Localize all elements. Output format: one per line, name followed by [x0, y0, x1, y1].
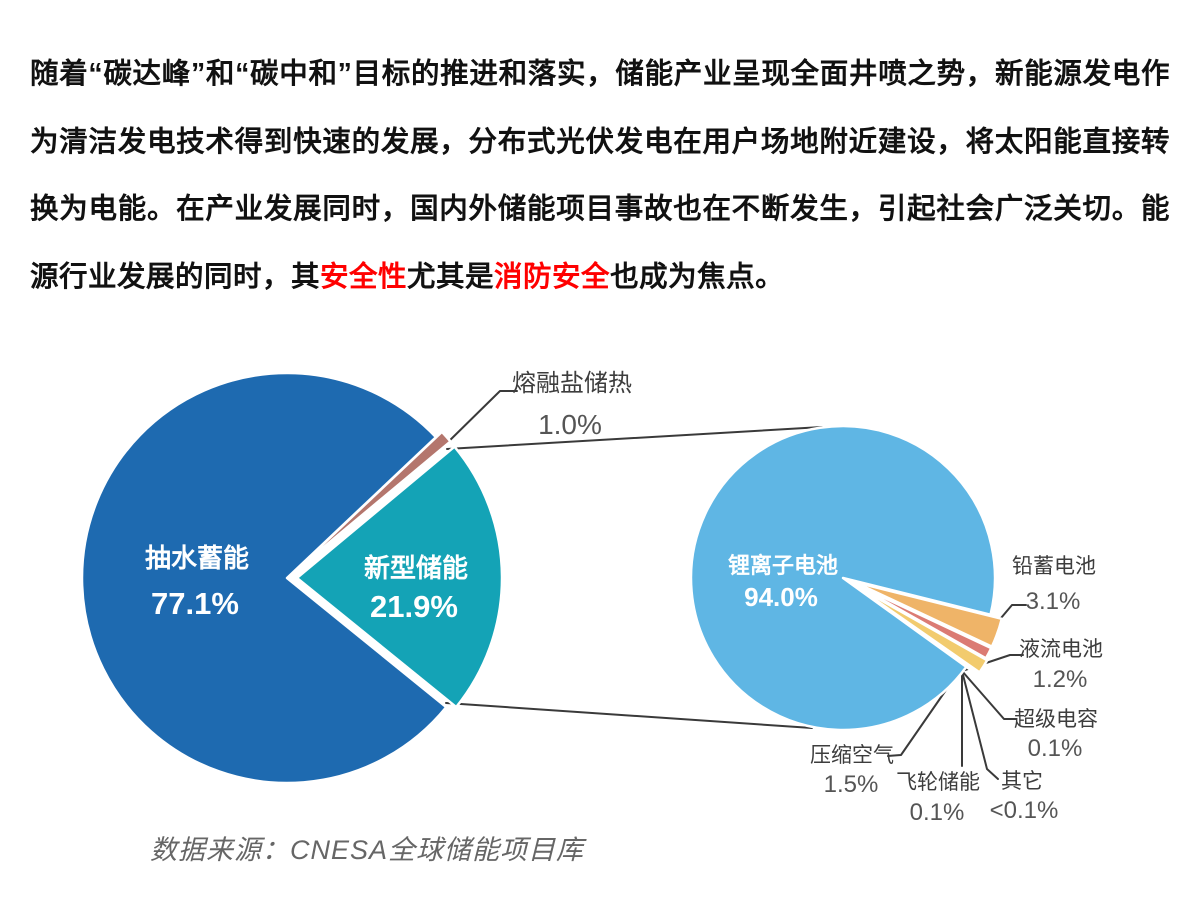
slice-value-lead-acid: 3.1%: [1026, 588, 1081, 615]
slice-label-li-ion: 锂离子电池: [728, 553, 838, 578]
slice-label-pumped-hydro: 抽水蓄能: [145, 543, 249, 573]
intro-text-segment: 随着“碳达峰”和“碳中和”目标的推进和落实，储能产业呈现全面井喷之势，新能源发电…: [30, 58, 1170, 293]
connector-line-top: [446, 426, 823, 450]
pie-slice: [295, 445, 504, 709]
intro-paragraph: 随着“碳达峰”和“碳中和”目标的推进和落实，储能产业呈现全面井喷之势，新能源发电…: [30, 41, 1170, 311]
pie-slice: [853, 580, 1004, 648]
slice-label-flywheel: 飞轮储能: [896, 771, 980, 794]
pie-slice: [80, 371, 448, 785]
slice-value-pumped-hydro: 77.1%: [151, 586, 239, 621]
slice-label-new-type: 新型储能: [364, 553, 468, 583]
connector-line-bottom: [445, 702, 813, 729]
slice-value-flywheel: 0.1%: [910, 799, 965, 826]
slice-value-new-type: 21.9%: [370, 589, 458, 624]
storage-pie-charts-svg: 抽水蓄能 77.1% 新型储能 21.9% 熔融盐储热 1.0% 锂离子电池 9…: [80, 370, 1103, 865]
slice-value-molten-salt: 1.0%: [538, 409, 602, 440]
slice-value-flow-battery: 1.2%: [1033, 666, 1088, 693]
highlight-fire-safety: 消防安全: [494, 260, 611, 293]
pie-slice: [291, 430, 452, 574]
overall-storage-pie: [80, 371, 504, 785]
slice-value-li-ion: 94.0%: [744, 582, 818, 612]
pie-slice: [853, 584, 989, 674]
intro-text-segment: 尤其是: [407, 260, 495, 293]
callout-line-compressed-air: [887, 676, 956, 757]
storage-pie-figure: 抽水蓄能 77.1% 新型储能 21.9% 熔融盐储热 1.0% 锂离子电池 9…: [0, 330, 1200, 909]
data-source-caption: 数据来源：CNESA全球储能项目库: [150, 835, 587, 865]
new-type-storage-pie: [689, 424, 1004, 732]
callout-line-other: [961, 670, 999, 780]
slice-label-flow-battery: 液流电池: [1019, 638, 1103, 661]
pie-slice: [689, 424, 997, 732]
callout-line-molten-salt: [441, 390, 518, 449]
slice-label-molten-salt: 熔融盐储热: [512, 370, 632, 397]
slice-label-lead-acid: 铅蓄电池: [1012, 555, 1096, 578]
slice-value-supercapacitor: 0.1%: [1028, 735, 1083, 762]
slice-label-other: 其它: [1001, 770, 1043, 793]
slice-value-compressed-air: 1.5%: [824, 771, 879, 798]
highlight-safety: 安全性: [320, 260, 408, 293]
slice-value-other: <0.1%: [990, 797, 1059, 824]
slice-label-compressed-air: 压缩空气: [810, 744, 894, 767]
callout-line-supercapacitor: [961, 670, 1017, 720]
intro-text-segment: 也成为焦点。: [610, 260, 785, 293]
slice-label-supercapacitor: 超级电容: [1014, 708, 1098, 731]
